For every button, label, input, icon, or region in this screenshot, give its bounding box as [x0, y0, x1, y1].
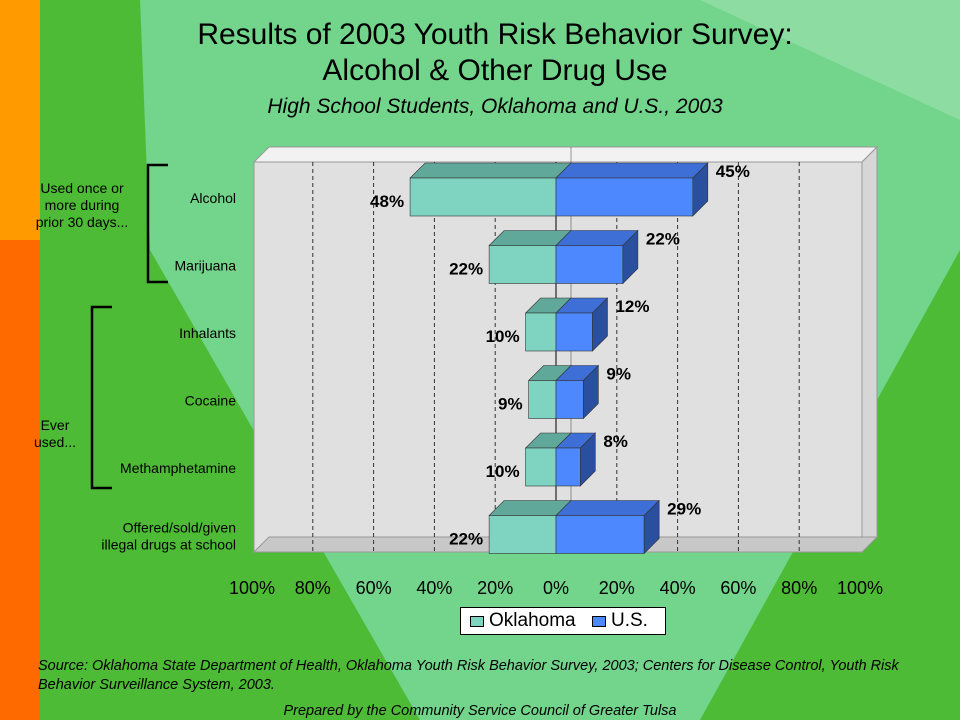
bar-oklahoma — [488, 245, 557, 284]
data-label-us: 9% — [606, 365, 631, 384]
bar-oklahoma — [409, 177, 557, 217]
bar-oklahoma — [488, 515, 557, 554]
group-label-recent-use: Used once or — [40, 180, 124, 196]
bar-us — [555, 380, 584, 419]
title-line-2: Alcohol & Other Drug Use — [322, 54, 668, 87]
bar-oklahoma-top — [409, 162, 572, 179]
x-tick-label: 80% — [295, 578, 331, 598]
x-tick-label: 0% — [543, 578, 569, 598]
x-tick-label: 40% — [660, 578, 696, 598]
bar-us — [555, 177, 694, 217]
legend-label-us: U.S. — [611, 610, 648, 631]
plot-side-wall — [861, 145, 878, 554]
data-label-oklahoma: 22% — [449, 260, 483, 279]
plot-area — [253, 161, 863, 553]
x-tick-label: 80% — [781, 578, 817, 598]
group-label-recent-use: more during — [45, 197, 120, 213]
bar-us-side — [580, 432, 596, 487]
bar-oklahoma — [525, 447, 557, 487]
x-tick-label: 60% — [720, 578, 756, 598]
bar-us-side — [583, 364, 599, 420]
left-strip-top — [0, 0, 40, 240]
bar-us-side — [592, 297, 608, 352]
category-label: Inhalants — [179, 325, 236, 341]
x-tick-label: 40% — [416, 578, 452, 598]
legend-label-oklahoma: Oklahoma — [489, 610, 576, 631]
bar-us-top — [555, 500, 660, 516]
subtitle: High School Students, Oklahoma and U.S.,… — [267, 95, 723, 118]
data-label-oklahoma: 22% — [449, 530, 483, 549]
data-label-oklahoma: 9% — [498, 395, 523, 414]
data-label-us: 29% — [667, 500, 701, 519]
title-line-1: Results of 2003 Youth Risk Behavior Surv… — [197, 18, 793, 51]
bar-us — [555, 447, 581, 487]
legend: Oklahoma U.S. — [460, 607, 666, 635]
bar-us — [555, 312, 593, 352]
x-tick-label: 20% — [599, 578, 635, 598]
bracket-recent-use — [146, 163, 168, 284]
x-tick-label: 60% — [356, 578, 392, 598]
prepared-by: Prepared by the Community Service Counci… — [283, 703, 677, 719]
category-label: Marijuana — [175, 258, 237, 274]
data-label-oklahoma: 48% — [370, 192, 404, 211]
bar-oklahoma — [525, 312, 557, 352]
group-label-ever-used: Ever — [41, 417, 70, 433]
category-label: Offered/sold/given — [123, 520, 236, 536]
data-label-us: 8% — [603, 432, 628, 451]
x-tick-label: 100% — [837, 578, 883, 598]
category-label: Methamphetamine — [120, 460, 236, 476]
data-label-us: 12% — [615, 297, 649, 316]
category-label: illegal drugs at school — [101, 537, 236, 553]
data-label-oklahoma: 10% — [486, 462, 520, 481]
group-label-ever-used: used... — [34, 434, 76, 450]
data-label-us: 22% — [646, 230, 680, 249]
legend-swatch-oklahoma — [470, 616, 484, 627]
bar-us-side — [692, 162, 709, 217]
category-label: Alcohol — [190, 190, 236, 206]
x-tick-label: 20% — [477, 578, 513, 598]
bracket-ever-used — [90, 305, 112, 490]
background-corner — [700, 0, 960, 120]
data-label-us: 45% — [716, 162, 750, 181]
bar-us-side — [622, 229, 639, 285]
bar-us — [555, 245, 624, 284]
left-strip-bottom — [0, 240, 40, 720]
data-label-oklahoma: 10% — [486, 327, 520, 346]
group-label-recent-use: prior 30 days... — [36, 214, 129, 230]
bar-us-side — [643, 499, 660, 555]
legend-swatch-us — [592, 616, 606, 627]
plot-top-wall — [252, 146, 879, 163]
x-tick-label: 100% — [229, 578, 275, 598]
bar-us — [555, 515, 645, 554]
category-label: Cocaine — [185, 393, 237, 409]
bar-oklahoma — [528, 380, 557, 419]
bar-us-top — [555, 162, 709, 179]
source-note: Source: Oklahoma State Department of Hea… — [38, 658, 899, 693]
